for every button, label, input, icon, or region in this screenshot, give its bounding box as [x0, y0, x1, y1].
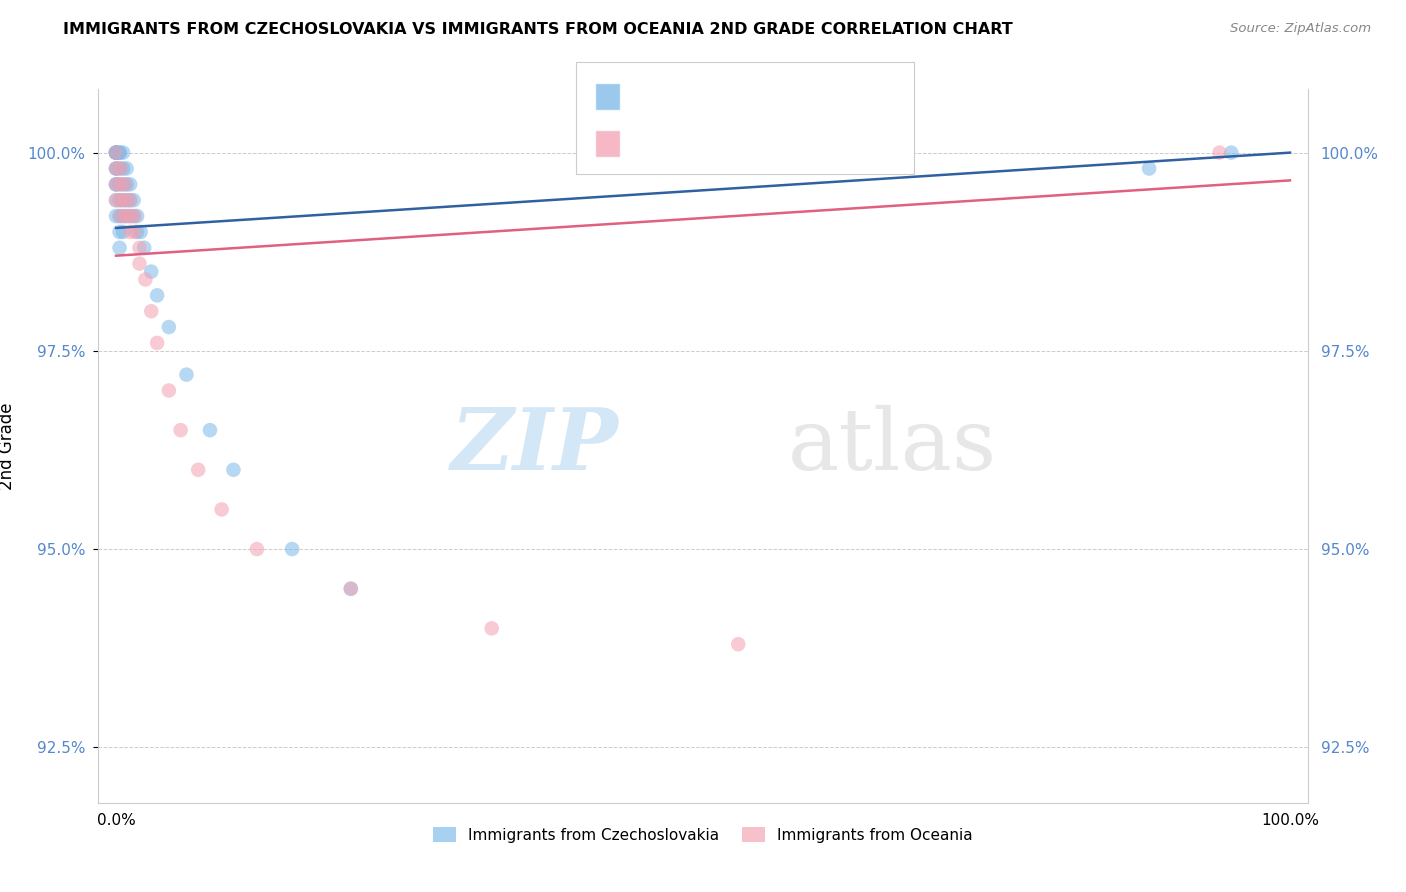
Point	[176, 368, 198, 382]
Point	[108, 161, 131, 176]
Text: atlas: atlas	[787, 404, 997, 488]
Point	[127, 225, 149, 239]
Point	[128, 257, 150, 271]
Point	[105, 145, 128, 160]
Point	[105, 145, 128, 160]
Point	[1137, 161, 1160, 176]
Point	[112, 161, 135, 176]
Point	[105, 209, 128, 223]
Point	[110, 209, 132, 223]
Point	[105, 193, 128, 207]
Point	[134, 272, 156, 286]
Point	[112, 178, 135, 192]
Point	[481, 621, 503, 635]
Point	[120, 193, 142, 207]
Point	[281, 542, 304, 557]
Point	[120, 193, 142, 207]
Point	[115, 193, 138, 207]
Point	[246, 542, 269, 557]
Point	[157, 320, 180, 334]
Point	[110, 161, 132, 176]
Point	[105, 193, 128, 207]
Point	[110, 178, 132, 192]
Text: R = 0.378: R = 0.378	[630, 123, 721, 141]
Point	[105, 145, 128, 160]
Point	[108, 145, 131, 160]
Text: Source: ZipAtlas.com: Source: ZipAtlas.com	[1230, 22, 1371, 36]
Text: R = 0.401: R = 0.401	[630, 79, 720, 97]
Point	[128, 241, 150, 255]
Point	[340, 582, 363, 596]
Point	[120, 225, 142, 239]
Point	[114, 193, 136, 207]
Point	[115, 161, 138, 176]
Point	[114, 209, 136, 223]
Point	[120, 209, 142, 223]
Point	[141, 304, 163, 318]
Point	[112, 145, 135, 160]
Point	[105, 145, 128, 160]
Point	[120, 178, 142, 192]
Point	[112, 209, 135, 223]
Point	[112, 193, 135, 207]
Point	[122, 193, 145, 207]
Point	[157, 384, 180, 398]
Point	[105, 161, 128, 176]
Point	[105, 145, 128, 160]
Point	[141, 264, 163, 278]
Point	[105, 161, 128, 176]
Point	[108, 145, 131, 160]
Point	[340, 582, 363, 596]
Point	[146, 288, 169, 302]
Point	[108, 241, 131, 255]
Text: N = 36: N = 36	[773, 123, 835, 141]
Point	[108, 178, 131, 192]
Point	[129, 225, 152, 239]
Point	[127, 209, 149, 223]
Point	[124, 209, 146, 223]
Point	[108, 193, 131, 207]
Point	[1208, 145, 1230, 160]
Point	[727, 637, 749, 651]
Point	[115, 178, 138, 192]
Point	[211, 502, 233, 516]
Point	[222, 463, 245, 477]
Point	[169, 423, 191, 437]
Point	[134, 241, 156, 255]
Point	[108, 209, 131, 223]
Point	[110, 193, 132, 207]
Text: ZIP: ZIP	[450, 404, 619, 488]
Point	[105, 178, 128, 192]
Point	[146, 335, 169, 350]
Text: N = 66: N = 66	[773, 79, 835, 97]
Point	[120, 209, 142, 223]
Legend: Immigrants from Czechoslovakia, Immigrants from Oceania: Immigrants from Czechoslovakia, Immigran…	[427, 821, 979, 848]
Y-axis label: 2nd Grade: 2nd Grade	[0, 402, 15, 490]
Point	[122, 209, 145, 223]
Point	[105, 178, 128, 192]
Point	[105, 145, 128, 160]
Point	[124, 225, 146, 239]
Point	[112, 225, 135, 239]
Point	[105, 161, 128, 176]
Text: IMMIGRANTS FROM CZECHOSLOVAKIA VS IMMIGRANTS FROM OCEANIA 2ND GRADE CORRELATION : IMMIGRANTS FROM CZECHOSLOVAKIA VS IMMIGR…	[63, 22, 1012, 37]
Point	[1220, 145, 1243, 160]
Point	[187, 463, 209, 477]
Point	[198, 423, 221, 437]
Point	[105, 178, 128, 192]
Point	[105, 145, 128, 160]
Point	[114, 178, 136, 192]
Point	[108, 225, 131, 239]
Point	[115, 209, 138, 223]
